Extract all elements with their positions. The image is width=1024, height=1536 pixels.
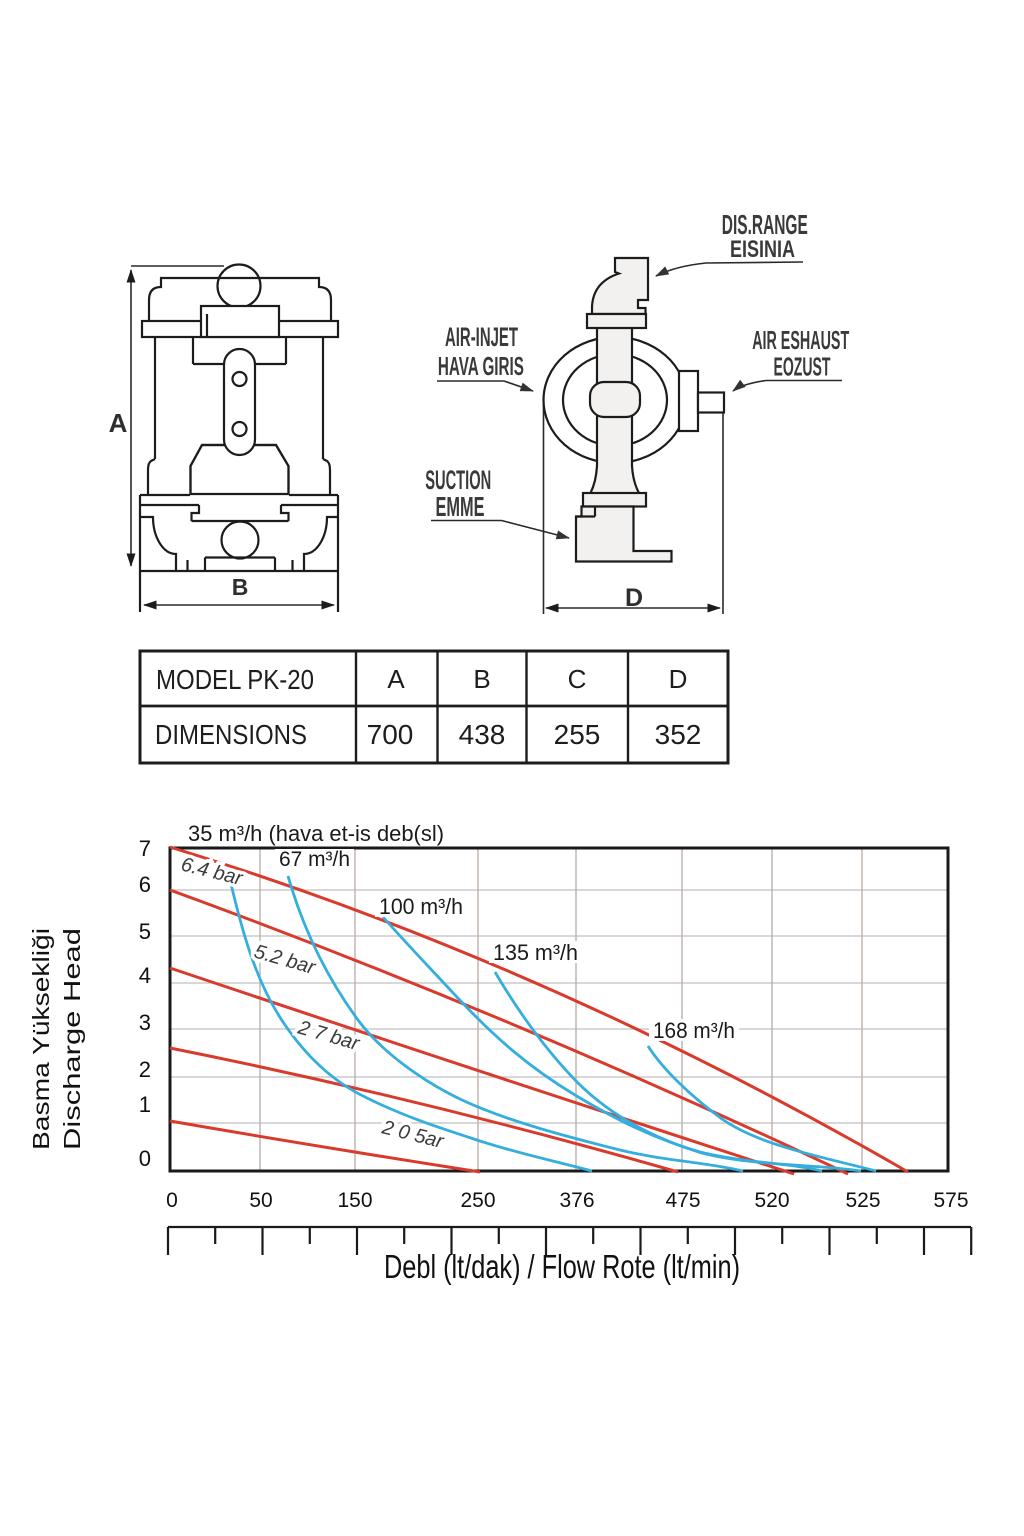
svg-text:0: 0 — [166, 1189, 178, 1212]
svg-text:4: 4 — [139, 963, 151, 988]
svg-text:150: 150 — [337, 1189, 372, 1212]
svg-text:700: 700 — [367, 719, 414, 750]
svg-text:D: D — [669, 664, 688, 694]
svg-text:7: 7 — [139, 836, 151, 861]
svg-text:475: 475 — [665, 1189, 700, 1212]
svg-text:255: 255 — [554, 719, 601, 750]
svg-text:5: 5 — [139, 919, 151, 944]
svg-text:B: B — [473, 664, 490, 694]
svg-text:AIR ESHAUST: AIR ESHAUST — [752, 325, 849, 355]
svg-text:EOZUST: EOZUST — [774, 354, 831, 382]
svg-text:168 m³/h: 168 m³/h — [653, 1018, 735, 1043]
svg-text:D: D — [625, 584, 643, 612]
svg-text:575: 575 — [933, 1189, 968, 1212]
svg-text:HAVA GIRIS: HAVA GIRIS — [438, 351, 524, 381]
svg-text:352: 352 — [655, 719, 702, 750]
svg-text:Basma Yüksekliği: Basma Yüksekliği — [28, 928, 54, 1150]
svg-text:438: 438 — [459, 719, 506, 750]
svg-text:67 m³/h: 67 m³/h — [279, 848, 350, 871]
svg-text:135 m³/h: 135 m³/h — [493, 940, 578, 965]
svg-text:50: 50 — [249, 1189, 272, 1212]
svg-text:2: 2 — [139, 1057, 151, 1082]
svg-text:C: C — [568, 664, 587, 694]
svg-text:Discharge Head: Discharge Head — [59, 928, 85, 1150]
svg-text:0: 0 — [139, 1146, 151, 1171]
svg-text:525: 525 — [845, 1189, 880, 1212]
svg-text:6: 6 — [139, 872, 151, 897]
svg-text:B: B — [232, 574, 249, 600]
svg-text:DIS.RANGE: DIS.RANGE — [722, 209, 808, 240]
svg-text:AIR-INJET: AIR-INJET — [445, 322, 518, 352]
svg-text:EISINIA: EISINIA — [730, 236, 795, 263]
svg-text:1: 1 — [139, 1092, 151, 1117]
svg-text:520: 520 — [754, 1189, 789, 1212]
svg-text:A: A — [109, 408, 128, 438]
svg-text:100 m³/h: 100 m³/h — [379, 894, 463, 919]
svg-text:MODEL PK-20: MODEL PK-20 — [156, 664, 314, 695]
svg-text:250: 250 — [460, 1189, 495, 1212]
svg-text:376: 376 — [559, 1189, 594, 1212]
svg-text:SUCTION: SUCTION — [425, 465, 491, 495]
svg-text:35 m³/h (hava et-is deb(sl): 35 m³/h (hava et-is deb(sl) — [188, 821, 444, 846]
svg-text:EMME: EMME — [436, 491, 485, 522]
svg-text:DIMENSIONS: DIMENSIONS — [155, 719, 307, 750]
svg-text:Debl (lt/dak) / Flow Rote (lt/: Debl (lt/dak) / Flow Rote (lt/min) — [384, 1248, 740, 1285]
svg-text:A: A — [387, 664, 405, 694]
svg-text:3: 3 — [139, 1010, 151, 1035]
